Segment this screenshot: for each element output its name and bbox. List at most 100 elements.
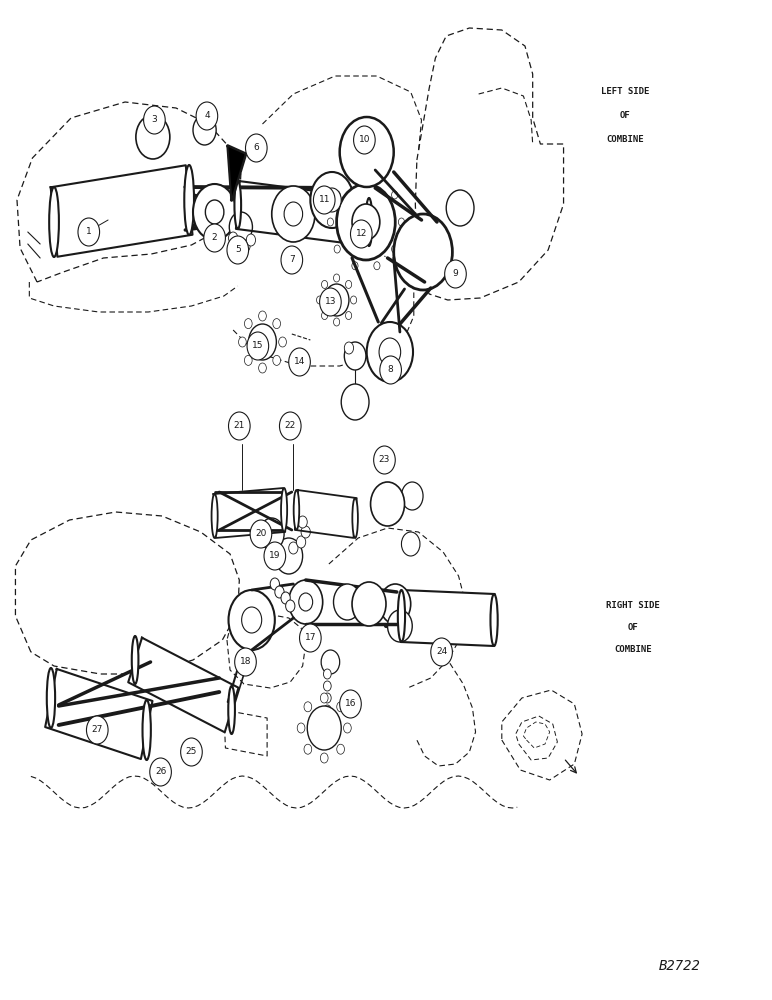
Text: 18: 18 <box>240 658 251 666</box>
Circle shape <box>193 115 216 145</box>
Circle shape <box>273 355 280 365</box>
Circle shape <box>334 584 361 620</box>
Circle shape <box>259 363 266 373</box>
Circle shape <box>281 592 290 604</box>
Circle shape <box>337 744 344 754</box>
Circle shape <box>235 648 256 676</box>
Circle shape <box>344 723 351 733</box>
Circle shape <box>245 319 252 329</box>
Circle shape <box>241 240 250 252</box>
Circle shape <box>344 342 366 370</box>
Circle shape <box>304 744 312 754</box>
Circle shape <box>350 220 372 248</box>
Circle shape <box>289 348 310 376</box>
Circle shape <box>334 245 340 253</box>
Ellipse shape <box>366 198 372 246</box>
Circle shape <box>259 518 284 550</box>
Circle shape <box>323 705 331 715</box>
Circle shape <box>150 758 171 786</box>
Circle shape <box>346 312 352 320</box>
Circle shape <box>374 446 395 474</box>
Circle shape <box>352 174 358 182</box>
Text: 11: 11 <box>319 196 330 205</box>
Circle shape <box>431 638 452 666</box>
Polygon shape <box>128 638 239 732</box>
Circle shape <box>388 610 412 642</box>
Text: 26: 26 <box>155 768 166 776</box>
Circle shape <box>352 262 358 270</box>
Text: 2: 2 <box>212 233 218 242</box>
Circle shape <box>227 236 249 264</box>
Circle shape <box>320 288 341 316</box>
Circle shape <box>310 172 354 228</box>
Circle shape <box>350 296 357 304</box>
Text: 12: 12 <box>356 230 367 238</box>
Circle shape <box>379 338 401 366</box>
Text: 6: 6 <box>253 143 259 152</box>
Circle shape <box>193 184 236 240</box>
Ellipse shape <box>132 636 138 684</box>
Circle shape <box>391 245 398 253</box>
Circle shape <box>204 224 225 252</box>
Circle shape <box>275 586 284 598</box>
Circle shape <box>296 536 306 548</box>
Circle shape <box>275 538 303 574</box>
Circle shape <box>334 318 340 326</box>
Circle shape <box>327 218 334 226</box>
Circle shape <box>239 337 246 347</box>
Circle shape <box>78 218 100 246</box>
Ellipse shape <box>185 165 194 235</box>
Text: 25: 25 <box>186 748 197 756</box>
Text: B2722: B2722 <box>659 959 700 973</box>
Circle shape <box>371 482 405 526</box>
Ellipse shape <box>235 181 241 229</box>
Circle shape <box>334 191 340 199</box>
Text: COMBINE: COMBINE <box>607 135 644 144</box>
Text: 9: 9 <box>452 269 459 278</box>
Circle shape <box>301 526 310 538</box>
Circle shape <box>401 482 423 510</box>
Ellipse shape <box>281 488 287 532</box>
Ellipse shape <box>143 700 151 760</box>
Text: 22: 22 <box>285 422 296 430</box>
Circle shape <box>196 102 218 130</box>
Circle shape <box>270 578 279 590</box>
Circle shape <box>346 280 352 288</box>
Circle shape <box>401 532 420 556</box>
Circle shape <box>337 184 395 260</box>
Circle shape <box>281 246 303 274</box>
Circle shape <box>374 174 380 182</box>
Text: OF: OF <box>620 111 631 120</box>
Circle shape <box>286 600 295 612</box>
Circle shape <box>181 738 202 766</box>
Text: 27: 27 <box>92 726 103 734</box>
Text: 5: 5 <box>235 245 241 254</box>
Circle shape <box>242 607 262 633</box>
Polygon shape <box>401 590 495 646</box>
Circle shape <box>250 520 272 548</box>
Circle shape <box>259 311 266 321</box>
Ellipse shape <box>490 594 498 646</box>
Circle shape <box>229 232 238 244</box>
Circle shape <box>313 186 335 214</box>
Ellipse shape <box>352 498 358 538</box>
Circle shape <box>317 296 323 304</box>
Ellipse shape <box>49 187 59 257</box>
Circle shape <box>86 716 108 744</box>
Ellipse shape <box>212 494 218 538</box>
Text: 4: 4 <box>204 111 210 120</box>
Text: LEFT SIDE: LEFT SIDE <box>601 88 649 97</box>
Text: COMBINE: COMBINE <box>615 646 652 654</box>
Circle shape <box>324 284 349 316</box>
Ellipse shape <box>229 686 235 734</box>
Circle shape <box>352 204 380 240</box>
Circle shape <box>321 280 327 288</box>
Circle shape <box>307 706 341 750</box>
Ellipse shape <box>47 668 55 728</box>
Circle shape <box>340 117 394 187</box>
Circle shape <box>337 702 344 712</box>
Circle shape <box>380 584 411 624</box>
Circle shape <box>323 693 331 703</box>
Circle shape <box>367 322 413 382</box>
Polygon shape <box>228 146 245 200</box>
